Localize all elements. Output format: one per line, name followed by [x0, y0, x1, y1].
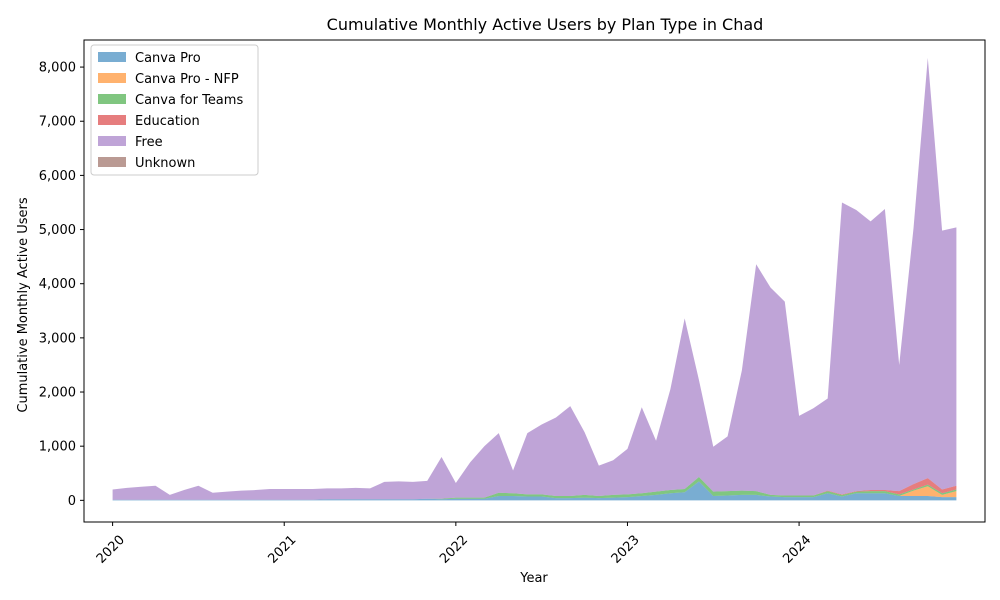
chart-title: Cumulative Monthly Active Users by Plan … — [327, 15, 764, 34]
y-tick-label: 6,000 — [39, 169, 76, 184]
legend-label: Unknown — [135, 156, 195, 171]
legend: Canva Pro Canva Pro - NFP Canva for Teams E… — [90, 44, 259, 176]
legend-box — [90, 44, 259, 176]
y-tick-label: 7,000 — [39, 115, 76, 130]
x-axis-title: Year — [519, 571, 548, 586]
area-series-free — [112, 57, 957, 500]
legend-label: Free — [135, 135, 163, 150]
legend-swatch — [98, 52, 126, 62]
legend-swatch — [98, 136, 126, 146]
y-tick-label: 4,000 — [39, 277, 76, 292]
plot-frame — [83, 39, 986, 523]
legend-label: Canva Pro — [135, 51, 201, 66]
y-tick-label: 1,000 — [39, 440, 76, 455]
legend-swatch — [98, 115, 126, 125]
y-tick-label: 2,000 — [39, 386, 76, 401]
y-tick-label: 0 — [68, 494, 76, 509]
y-tick-label: 8,000 — [39, 61, 76, 76]
y-tick-label: 3,000 — [39, 331, 76, 346]
area-series-group — [112, 57, 957, 501]
legend-swatch — [98, 94, 126, 104]
y-axis: 0 1,000 2,000 3,000 4,000 5,000 6,000 7,000 8,00… — [39, 61, 84, 509]
legend-swatch — [98, 157, 126, 167]
area-series-canva-pro — [112, 481, 957, 501]
y-tick-label: 5,000 — [39, 223, 76, 238]
area-series-canva-for-teams — [112, 477, 957, 500]
legend-label: Canva Pro - NFP — [135, 72, 239, 87]
legend-swatch — [98, 73, 126, 83]
y-axis-title: Cumulative Monthly Active Users — [16, 197, 31, 412]
legend-label: Education — [135, 114, 200, 129]
legend-label: Canva for Teams — [135, 93, 243, 108]
